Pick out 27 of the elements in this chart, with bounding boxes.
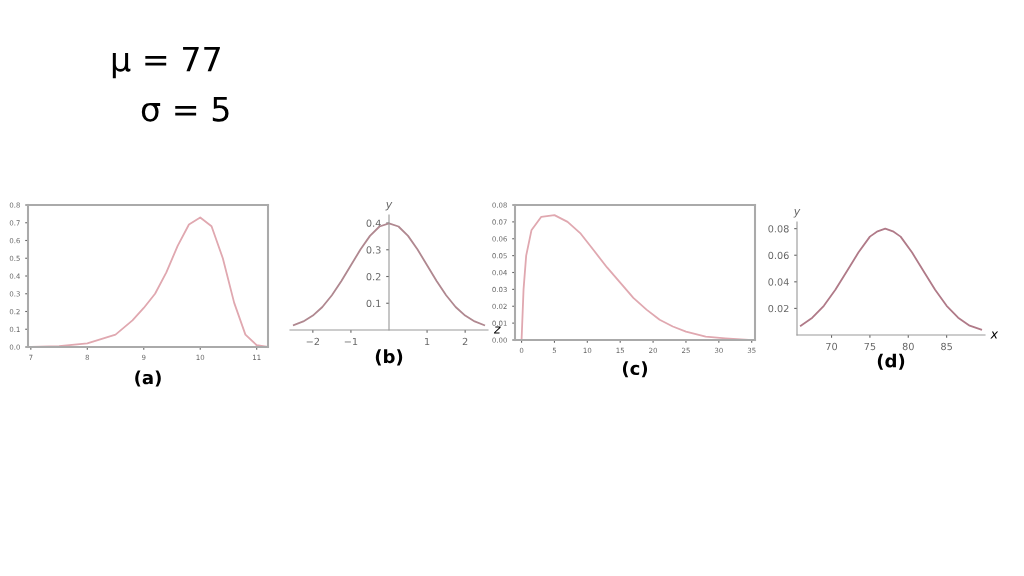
y-tick-label: 0.3 — [366, 246, 381, 254]
text: (d) — [877, 353, 905, 370]
x-tick-label: 75 — [864, 342, 876, 351]
x-axis-title: z — [493, 326, 501, 334]
x-tick-label: −1 — [344, 337, 358, 346]
text: μ = 77 — [112, 46, 220, 79]
x-tick-label: −2 — [306, 337, 320, 346]
y-tick-label: 0.02 — [768, 304, 789, 313]
y-tick-label: 0.08 — [768, 225, 789, 233]
x-tick-label: 80 — [902, 342, 914, 351]
x-tick-label: 2 — [462, 337, 468, 346]
x-tick-label: 1 — [425, 337, 430, 346]
x-axis-title: x — [990, 331, 999, 339]
y-tick-label: 0.04 — [768, 278, 789, 286]
line-series — [799, 227, 983, 331]
y-tick-label: 0.1 — [366, 299, 381, 308]
text: (a) — [135, 370, 161, 387]
text: (b) — [375, 349, 403, 366]
y-axis-title: y — [793, 209, 801, 218]
y-tick-label: 0.2 — [366, 272, 381, 281]
y-axis-title: y — [385, 202, 393, 211]
text: σ = 5 — [141, 96, 229, 122]
y-tick-label: 0.06 — [768, 251, 789, 260]
x-tick-label: 85 — [941, 342, 952, 351]
text: (c) — [622, 361, 648, 378]
y-tick-label: 0.4 — [366, 219, 381, 227]
x-tick-label: 70 — [826, 342, 838, 351]
